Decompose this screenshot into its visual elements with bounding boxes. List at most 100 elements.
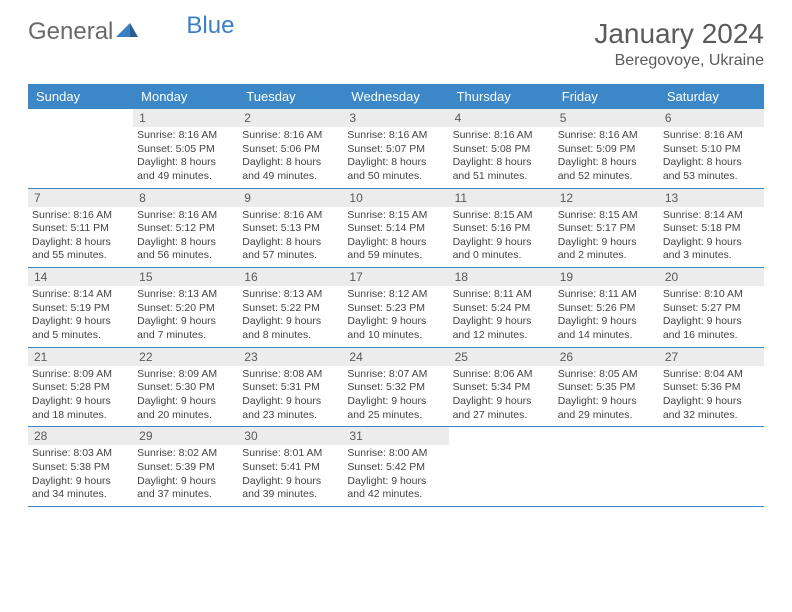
logo-text-2: Blue: [186, 12, 234, 40]
weekday-tuesday: Tuesday: [238, 84, 343, 109]
weekday-saturday: Saturday: [659, 84, 764, 109]
day-info: Sunrise: 8:16 AMSunset: 5:12 PMDaylight:…: [133, 207, 238, 268]
title-block: January 2024 Beregovoye, Ukraine: [594, 18, 764, 70]
day-info: Sunrise: 8:11 AMSunset: 5:26 PMDaylight:…: [554, 286, 659, 347]
day-cell-19: 19Sunrise: 8:11 AMSunset: 5:26 PMDayligh…: [554, 268, 659, 347]
day-cell-12: 12Sunrise: 8:15 AMSunset: 5:17 PMDayligh…: [554, 189, 659, 268]
day-info: Sunrise: 8:11 AMSunset: 5:24 PMDaylight:…: [449, 286, 554, 347]
day-info: Sunrise: 8:05 AMSunset: 5:35 PMDaylight:…: [554, 366, 659, 427]
day-number: 16: [238, 268, 343, 286]
empty-cell: [659, 427, 764, 506]
day-info: Sunrise: 8:00 AMSunset: 5:42 PMDaylight:…: [343, 445, 448, 506]
day-number: 13: [659, 189, 764, 207]
day-number: 9: [238, 189, 343, 207]
empty-cell: [449, 427, 554, 506]
day-info: Sunrise: 8:16 AMSunset: 5:07 PMDaylight:…: [343, 127, 448, 188]
day-cell-4: 4Sunrise: 8:16 AMSunset: 5:08 PMDaylight…: [449, 109, 554, 188]
day-number: 5: [554, 109, 659, 127]
day-info: Sunrise: 8:16 AMSunset: 5:11 PMDaylight:…: [28, 207, 133, 268]
day-number: 15: [133, 268, 238, 286]
day-info: Sunrise: 8:15 AMSunset: 5:17 PMDaylight:…: [554, 207, 659, 268]
week-row: 28Sunrise: 8:03 AMSunset: 5:38 PMDayligh…: [28, 427, 764, 507]
day-info: Sunrise: 8:09 AMSunset: 5:30 PMDaylight:…: [133, 366, 238, 427]
day-info: Sunrise: 8:15 AMSunset: 5:16 PMDaylight:…: [449, 207, 554, 268]
logo: General Blue: [28, 18, 234, 46]
day-number: 7: [28, 189, 133, 207]
day-info: Sunrise: 8:09 AMSunset: 5:28 PMDaylight:…: [28, 366, 133, 427]
day-info: Sunrise: 8:13 AMSunset: 5:22 PMDaylight:…: [238, 286, 343, 347]
week-row: 7Sunrise: 8:16 AMSunset: 5:11 PMDaylight…: [28, 189, 764, 269]
day-number: 3: [343, 109, 448, 127]
day-cell-28: 28Sunrise: 8:03 AMSunset: 5:38 PMDayligh…: [28, 427, 133, 506]
day-number: 31: [343, 427, 448, 445]
day-number: 24: [343, 348, 448, 366]
day-cell-22: 22Sunrise: 8:09 AMSunset: 5:30 PMDayligh…: [133, 348, 238, 427]
day-number: 27: [659, 348, 764, 366]
day-number: 8: [133, 189, 238, 207]
day-number: 22: [133, 348, 238, 366]
week-row: 14Sunrise: 8:14 AMSunset: 5:19 PMDayligh…: [28, 268, 764, 348]
day-number: 11: [449, 189, 554, 207]
weekday-friday: Friday: [554, 84, 659, 109]
day-number: 17: [343, 268, 448, 286]
day-info: Sunrise: 8:16 AMSunset: 5:05 PMDaylight:…: [133, 127, 238, 188]
day-number: 12: [554, 189, 659, 207]
day-cell-3: 3Sunrise: 8:16 AMSunset: 5:07 PMDaylight…: [343, 109, 448, 188]
day-info: Sunrise: 8:14 AMSunset: 5:18 PMDaylight:…: [659, 207, 764, 268]
day-number: 21: [28, 348, 133, 366]
day-info: Sunrise: 8:03 AMSunset: 5:38 PMDaylight:…: [28, 445, 133, 506]
header: General Blue January 2024 Beregovoye, Uk…: [0, 0, 792, 80]
triangle-icon: [116, 21, 138, 44]
day-number: 14: [28, 268, 133, 286]
empty-cell: [554, 427, 659, 506]
day-info: Sunrise: 8:07 AMSunset: 5:32 PMDaylight:…: [343, 366, 448, 427]
location: Beregovoye, Ukraine: [594, 52, 764, 70]
day-info: Sunrise: 8:16 AMSunset: 5:09 PMDaylight:…: [554, 127, 659, 188]
day-cell-29: 29Sunrise: 8:02 AMSunset: 5:39 PMDayligh…: [133, 427, 238, 506]
day-number: 4: [449, 109, 554, 127]
day-cell-30: 30Sunrise: 8:01 AMSunset: 5:41 PMDayligh…: [238, 427, 343, 506]
week-row: 21Sunrise: 8:09 AMSunset: 5:28 PMDayligh…: [28, 348, 764, 428]
weekday-monday: Monday: [133, 84, 238, 109]
day-number: 26: [554, 348, 659, 366]
day-cell-6: 6Sunrise: 8:16 AMSunset: 5:10 PMDaylight…: [659, 109, 764, 188]
day-info: Sunrise: 8:02 AMSunset: 5:39 PMDaylight:…: [133, 445, 238, 506]
day-cell-14: 14Sunrise: 8:14 AMSunset: 5:19 PMDayligh…: [28, 268, 133, 347]
day-info: Sunrise: 8:06 AMSunset: 5:34 PMDaylight:…: [449, 366, 554, 427]
day-number: 18: [449, 268, 554, 286]
day-cell-25: 25Sunrise: 8:06 AMSunset: 5:34 PMDayligh…: [449, 348, 554, 427]
day-cell-11: 11Sunrise: 8:15 AMSunset: 5:16 PMDayligh…: [449, 189, 554, 268]
day-number: 2: [238, 109, 343, 127]
day-cell-2: 2Sunrise: 8:16 AMSunset: 5:06 PMDaylight…: [238, 109, 343, 188]
day-number: 20: [659, 268, 764, 286]
day-number: 19: [554, 268, 659, 286]
day-cell-8: 8Sunrise: 8:16 AMSunset: 5:12 PMDaylight…: [133, 189, 238, 268]
day-info: Sunrise: 8:13 AMSunset: 5:20 PMDaylight:…: [133, 286, 238, 347]
day-info: Sunrise: 8:16 AMSunset: 5:06 PMDaylight:…: [238, 127, 343, 188]
day-cell-15: 15Sunrise: 8:13 AMSunset: 5:20 PMDayligh…: [133, 268, 238, 347]
day-number: 28: [28, 427, 133, 445]
day-cell-1: 1Sunrise: 8:16 AMSunset: 5:05 PMDaylight…: [133, 109, 238, 188]
day-cell-9: 9Sunrise: 8:16 AMSunset: 5:13 PMDaylight…: [238, 189, 343, 268]
day-info: Sunrise: 8:10 AMSunset: 5:27 PMDaylight:…: [659, 286, 764, 347]
day-number: 10: [343, 189, 448, 207]
day-number: 30: [238, 427, 343, 445]
day-cell-27: 27Sunrise: 8:04 AMSunset: 5:36 PMDayligh…: [659, 348, 764, 427]
month-title: January 2024: [594, 18, 764, 50]
day-info: Sunrise: 8:01 AMSunset: 5:41 PMDaylight:…: [238, 445, 343, 506]
day-cell-5: 5Sunrise: 8:16 AMSunset: 5:09 PMDaylight…: [554, 109, 659, 188]
day-cell-10: 10Sunrise: 8:15 AMSunset: 5:14 PMDayligh…: [343, 189, 448, 268]
weekday-header: SundayMondayTuesdayWednesdayThursdayFrid…: [28, 84, 764, 109]
day-info: Sunrise: 8:12 AMSunset: 5:23 PMDaylight:…: [343, 286, 448, 347]
day-cell-21: 21Sunrise: 8:09 AMSunset: 5:28 PMDayligh…: [28, 348, 133, 427]
day-info: Sunrise: 8:16 AMSunset: 5:08 PMDaylight:…: [449, 127, 554, 188]
day-cell-24: 24Sunrise: 8:07 AMSunset: 5:32 PMDayligh…: [343, 348, 448, 427]
day-cell-17: 17Sunrise: 8:12 AMSunset: 5:23 PMDayligh…: [343, 268, 448, 347]
day-number: 23: [238, 348, 343, 366]
day-number: 1: [133, 109, 238, 127]
day-info: Sunrise: 8:15 AMSunset: 5:14 PMDaylight:…: [343, 207, 448, 268]
day-number: 29: [133, 427, 238, 445]
day-info: Sunrise: 8:04 AMSunset: 5:36 PMDaylight:…: [659, 366, 764, 427]
day-cell-31: 31Sunrise: 8:00 AMSunset: 5:42 PMDayligh…: [343, 427, 448, 506]
day-number: 25: [449, 348, 554, 366]
